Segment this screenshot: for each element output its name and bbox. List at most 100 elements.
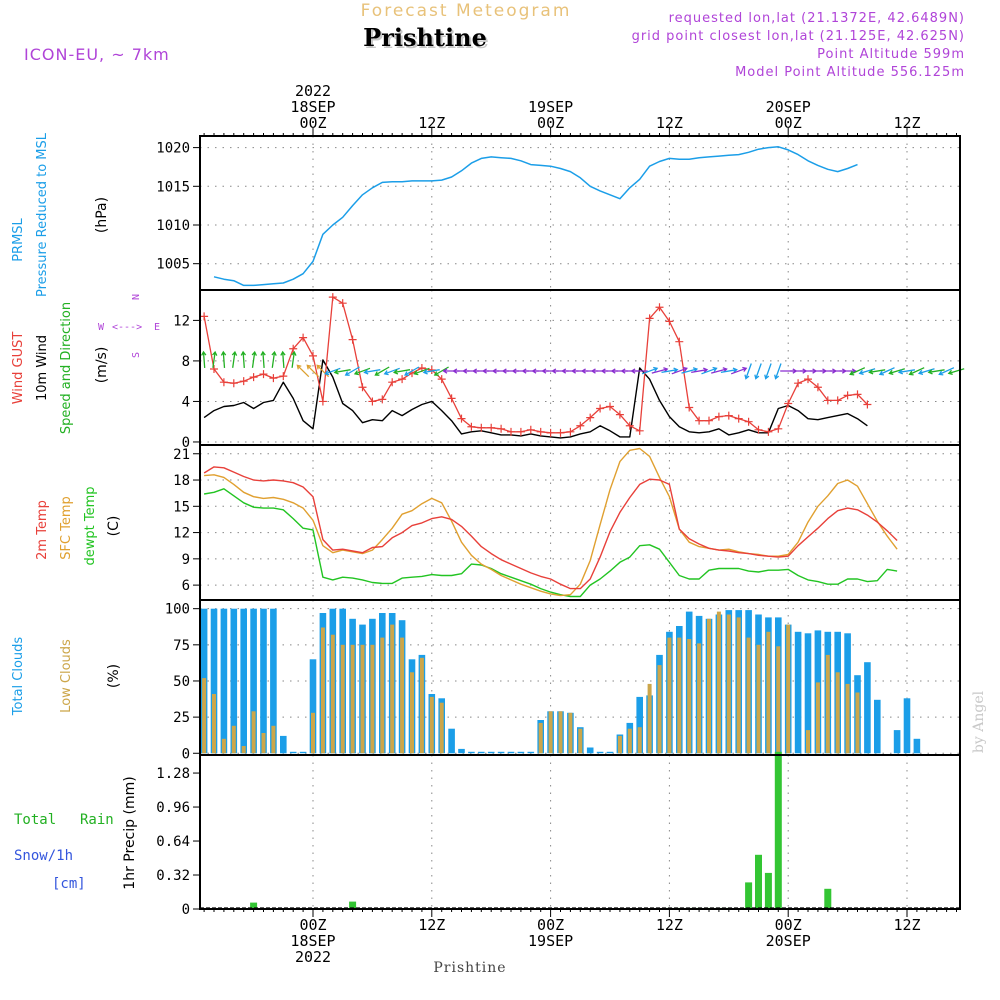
gust-marker — [388, 378, 397, 387]
total-cloud-bar — [478, 751, 485, 754]
wind-direction-arrow — [878, 367, 895, 376]
precip-ytick-label: 0.32 — [156, 868, 190, 884]
wind-direction-arrow — [641, 366, 659, 375]
wind-direction-arrow — [671, 366, 688, 375]
precip-ytick-label: 1.28 — [156, 766, 190, 782]
low-cloud-bar — [825, 654, 830, 754]
temp-2m-line — [203, 466, 898, 590]
total-cloud-bar — [606, 751, 614, 754]
low-cloud-bar — [320, 627, 325, 754]
wind-direction-arrow — [908, 367, 925, 376]
low-cloud-bar — [330, 634, 335, 754]
rain-bar — [755, 854, 762, 909]
gust-marker — [813, 383, 822, 392]
precip-label-snow: Snow/1h — [14, 848, 73, 864]
total-cloud-bar — [586, 747, 594, 754]
compass-n: N — [131, 294, 142, 300]
low-cloud-bar — [311, 712, 315, 754]
precip-ytick-label: 0 — [182, 902, 190, 918]
precip-unit: 1hr Precip (mm) — [122, 776, 138, 889]
temp-ytick-label: 9 — [182, 552, 190, 568]
wind-direction-arrow — [271, 350, 277, 368]
total-cloud-bar — [903, 698, 911, 754]
gust-marker — [744, 417, 753, 426]
pressure-label-desc: Pressure Reduced to MSL — [35, 132, 50, 297]
low-cloud-bar — [845, 683, 850, 754]
gust-marker — [477, 423, 486, 432]
clouds-label-total: Total Clouds — [11, 637, 26, 717]
clouds-ytick-label: 25 — [173, 710, 190, 726]
wind-direction-arrow — [291, 350, 297, 368]
low-cloud-bar — [548, 711, 553, 754]
gust-marker — [219, 378, 228, 387]
low-cloud-bar — [400, 637, 405, 754]
low-cloud-bar — [627, 728, 632, 754]
low-cloud-bar — [212, 694, 216, 754]
total-cloud-bar — [458, 748, 465, 754]
total-cloud-bar — [299, 751, 307, 754]
gust-marker — [309, 351, 317, 360]
gust-marker — [200, 312, 209, 321]
total-cloud-bar — [497, 751, 505, 754]
pressure-ytick-label: 1015 — [156, 179, 190, 195]
wind-direction-arrow — [333, 369, 351, 375]
gust-marker — [645, 314, 654, 323]
wind-direction-arrow — [404, 366, 420, 376]
low-cloud-bar — [370, 644, 375, 754]
low-cloud-bar — [766, 631, 771, 754]
low-cloud-bar — [835, 672, 840, 754]
total-cloud-bar — [309, 659, 317, 754]
wind-direction-arrow — [316, 364, 330, 378]
wind-direction-arrow — [260, 350, 266, 368]
wind-unit: (m/s) — [94, 347, 110, 384]
temp-ytick-label: 15 — [173, 499, 190, 515]
model-name: ICON-EU, ~ 7km — [24, 45, 170, 64]
gust-marker — [289, 344, 298, 353]
rain-bar — [250, 902, 258, 909]
gust-marker — [586, 413, 595, 422]
footer-station: Prishtine — [433, 960, 506, 976]
gust-marker — [358, 383, 367, 392]
gust-marker — [853, 390, 862, 399]
wind-direction-arrow — [754, 363, 762, 380]
low-cloud-bar — [707, 618, 711, 754]
top-time-label: 19SEP — [528, 98, 573, 116]
precip-label-total: Total — [14, 812, 56, 828]
compass-w: W — [98, 322, 105, 333]
total-cloud-bar — [893, 730, 901, 754]
low-cloud-bar — [558, 711, 563, 754]
gust-marker — [526, 425, 535, 434]
gust-marker — [368, 397, 377, 406]
total-cloud-bar — [864, 662, 871, 754]
low-cloud-bar — [687, 639, 692, 754]
wind-direction-arrow — [296, 364, 310, 378]
gust-marker — [625, 421, 634, 430]
top-time-label: 20SEP — [766, 98, 811, 116]
wind-direction-arrow — [413, 367, 430, 376]
wind-direction-arrow — [324, 367, 341, 376]
precip-label-rain: Rain — [80, 812, 114, 828]
gust-marker — [546, 428, 555, 437]
gust-marker — [615, 410, 624, 419]
bottom-time-label: 12Z — [893, 916, 920, 934]
total-cloud-bar — [487, 751, 495, 754]
watermark: by Angel — [971, 690, 987, 753]
gust-marker — [764, 427, 773, 436]
rain-bar — [349, 901, 357, 909]
station-title-shadow: Prishtine — [365, 25, 489, 54]
precip-ytick-label: 0.64 — [156, 834, 190, 850]
low-cloud-bar — [261, 733, 266, 754]
temp-ytick-label: 21 — [173, 447, 190, 463]
total-cloud-bar — [210, 608, 218, 754]
total-cloud-bar — [874, 699, 881, 754]
clouds-unit: (%) — [106, 664, 122, 688]
gust-marker — [378, 395, 387, 404]
gust-marker — [596, 404, 605, 413]
compass-e: E — [154, 322, 160, 333]
rain-bar — [745, 882, 753, 909]
wind-direction-arrow — [344, 366, 360, 376]
gridpoint-coords: grid point closest lon,lat (21.125E, 42.… — [632, 29, 965, 44]
clouds-ytick-label: 75 — [173, 638, 190, 654]
pressure-unit: (hPa) — [94, 197, 110, 233]
low-cloud-bar — [806, 730, 810, 754]
